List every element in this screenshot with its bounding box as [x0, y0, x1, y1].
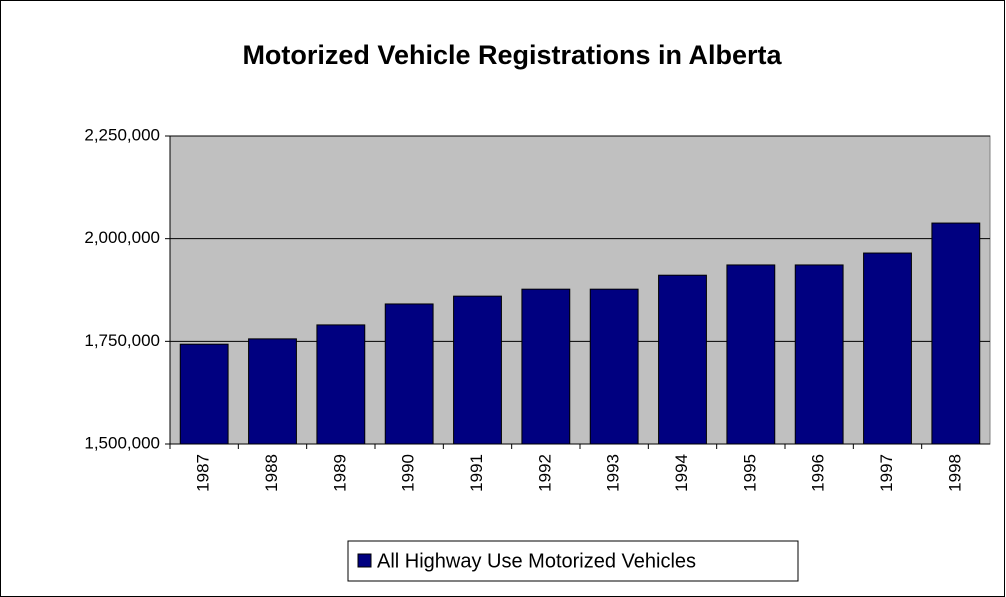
x-tick-label: 1993	[604, 454, 623, 492]
legend-box	[347, 540, 799, 582]
x-tick-label: 1995	[740, 454, 759, 492]
legend-label: All Highway Use Motorized Vehicles	[377, 550, 696, 572]
bar	[726, 264, 776, 445]
legend-swatch	[357, 553, 372, 568]
x-tick-label: 1998	[945, 454, 964, 492]
y-tick-label: 2,000,000	[84, 228, 160, 247]
plot-area	[169, 135, 991, 445]
bar	[384, 303, 434, 445]
bar	[453, 295, 502, 445]
bar	[658, 274, 707, 445]
bar	[794, 264, 844, 445]
x-tick-label: 1990	[399, 454, 418, 492]
bar	[179, 343, 229, 445]
bar	[863, 252, 912, 445]
x-tick-label: 1997	[877, 454, 896, 492]
x-tick-label: 1987	[194, 454, 213, 492]
y-tick-label: 1,750,000	[84, 331, 160, 350]
bar	[316, 324, 366, 445]
bar	[589, 288, 639, 445]
x-tick-label: 1991	[467, 454, 486, 492]
x-tick-label: 1989	[330, 454, 349, 492]
x-tick-label: 1992	[535, 454, 554, 492]
x-tick-label: 1994	[672, 454, 691, 492]
y-tick-label: 2,250,000	[84, 125, 160, 144]
chart-title: Motorized Vehicle Registrations in Alber…	[242, 40, 782, 70]
x-tick-label: 1996	[809, 454, 828, 492]
y-tick-label: 1,500,000	[84, 433, 160, 452]
x-tick-label: 1988	[262, 454, 281, 492]
bar	[521, 288, 571, 445]
bar	[931, 222, 981, 445]
bar	[248, 338, 297, 445]
